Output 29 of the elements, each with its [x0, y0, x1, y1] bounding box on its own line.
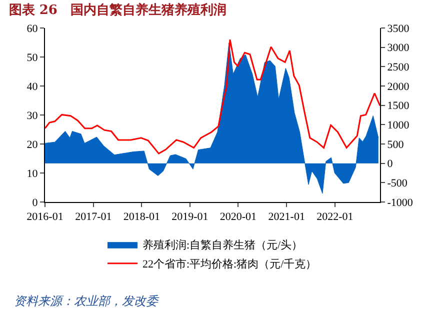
text: 资料来源：农业部，发改委 — [14, 294, 160, 308]
y-tick-label: 0 — [32, 196, 38, 209]
line-series — [45, 38, 380, 154]
y2-tick-label: 2000 — [387, 80, 410, 93]
x-tick-label: 2020-01 — [220, 211, 257, 224]
y-tick-label: 50 — [26, 52, 38, 64]
y-tick-label: 40 — [26, 80, 38, 93]
legend-label: 养殖利润:自繁自养生猪（元/头） — [142, 238, 303, 252]
y2-tick-label: 1500 — [387, 100, 410, 112]
y2-tick-label: 2500 — [387, 62, 410, 74]
y2-tick-label: 1000 — [387, 120, 410, 132]
x-tick-label: 2019-01 — [172, 211, 208, 224]
x-tick-label: 2022-01 — [316, 211, 354, 224]
y2-tick-label: 500 — [387, 138, 404, 151]
x-tick-label: 2018-01 — [123, 211, 160, 224]
y2-tick-label: 3500 — [387, 22, 410, 35]
y2-tick-label: 0 — [387, 158, 394, 170]
y-tick-label: 30 — [26, 110, 38, 122]
y-tick-label: 10 — [26, 168, 38, 180]
y2-tick-label: -500 — [387, 178, 408, 190]
x-tick-label: 2021-01 — [268, 211, 305, 224]
x-tick-label: 2016-01 — [26, 211, 64, 224]
x-tick-label: 2017-01 — [75, 211, 112, 224]
y-tick-label: 60 — [26, 22, 38, 35]
y2-tick-label: 3000 — [387, 42, 410, 54]
chart-title: 图表 26 国内自繁自养生猪养殖利润 — [8, 2, 226, 18]
legend-label: 22个省市:平均价格:猪肉（元/千克） — [142, 258, 317, 271]
y-tick-label: 20 — [26, 138, 38, 151]
y2-tick-label: -1000 — [387, 196, 414, 209]
